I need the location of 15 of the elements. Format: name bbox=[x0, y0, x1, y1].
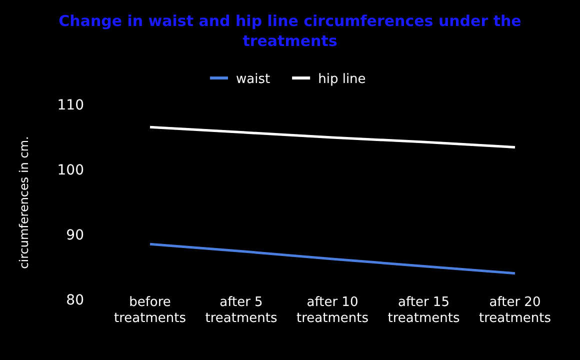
y-axis-title: circumferences in cm. bbox=[17, 136, 31, 269]
y-tick-label: 110 bbox=[57, 97, 84, 114]
line-series bbox=[148, 126, 516, 148]
chart-title: Change in waist and hip line circumferences under the treatments bbox=[58, 12, 522, 50]
y-tick-label: 100 bbox=[57, 162, 84, 178]
line-series bbox=[148, 242, 516, 275]
x-tick-label: after 10 treatments bbox=[296, 295, 369, 326]
legend-label: waist bbox=[236, 72, 270, 87]
y-tick-label: 90 bbox=[66, 227, 84, 244]
x-tick-label: after 5 treatments bbox=[205, 295, 278, 326]
y-tick-label: 80 bbox=[66, 292, 84, 308]
x-tick-label: before treatments bbox=[114, 295, 186, 326]
x-tick-label: after 20 treatments bbox=[479, 295, 552, 326]
x-tick-label: after 15 treatments bbox=[388, 295, 460, 326]
legend-label: hip line bbox=[318, 72, 366, 87]
